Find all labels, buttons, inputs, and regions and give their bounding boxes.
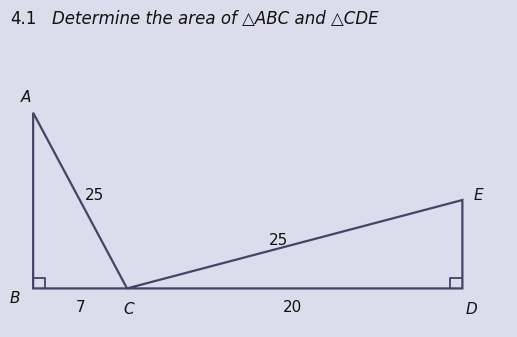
Text: 7: 7 — [75, 300, 85, 315]
Text: A: A — [21, 90, 32, 105]
Text: 4.1: 4.1 — [10, 10, 37, 28]
Text: E: E — [473, 188, 483, 203]
Text: C: C — [123, 302, 134, 317]
Text: 25: 25 — [269, 233, 288, 248]
Text: 20: 20 — [282, 300, 301, 315]
Text: 25: 25 — [85, 188, 104, 203]
Text: Determine the area of △ABC and △CDE: Determine the area of △ABC and △CDE — [52, 10, 378, 28]
Text: D: D — [466, 302, 478, 317]
Text: B: B — [9, 291, 20, 306]
